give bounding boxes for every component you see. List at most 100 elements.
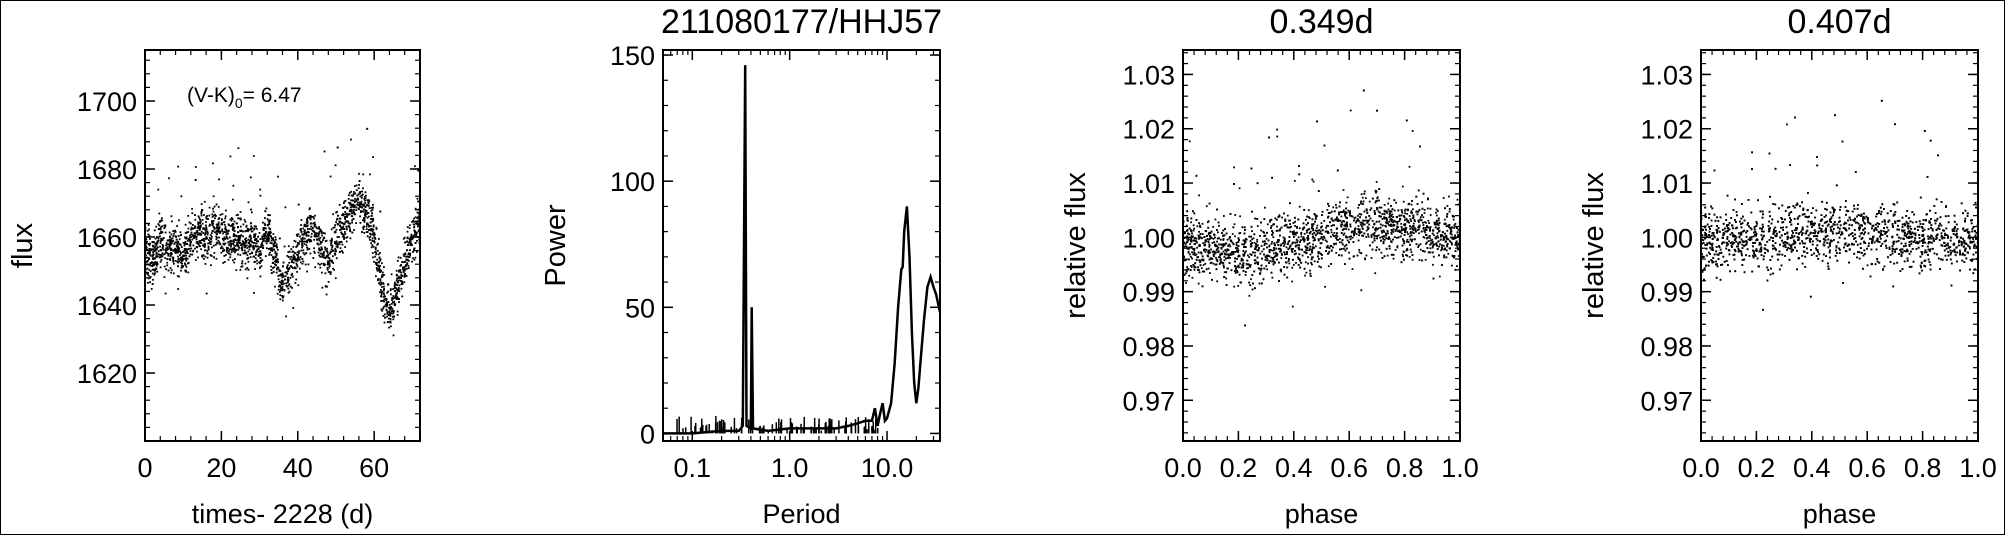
data-point <box>1284 253 1286 256</box>
data-point <box>248 240 251 242</box>
data-point <box>251 241 253 243</box>
data-point <box>232 229 235 231</box>
data-point <box>1229 257 1231 259</box>
data-point <box>1400 232 1403 235</box>
panel-3: 0.0 0.2 0.4 0.6 0.8 1.00.970.980.991.001.011.… <box>1060 3 1479 529</box>
data-point <box>1235 244 1238 246</box>
data-point <box>386 321 389 323</box>
data-point <box>323 236 326 239</box>
data-point <box>359 205 362 208</box>
data-point <box>291 250 294 253</box>
data-point <box>331 250 334 252</box>
data-point <box>198 229 201 231</box>
data-point <box>1340 223 1342 226</box>
data-point <box>205 221 207 223</box>
data-point <box>1274 255 1277 257</box>
data-point <box>371 252 374 254</box>
data-point <box>1439 243 1441 246</box>
data-point <box>1440 235 1442 238</box>
data-point <box>215 232 218 235</box>
data-point <box>1202 264 1205 266</box>
data-point <box>154 269 157 272</box>
data-point <box>261 240 264 243</box>
data-point <box>323 150 326 153</box>
data-point <box>1268 251 1271 253</box>
data-point <box>1203 248 1206 251</box>
data-point <box>397 288 400 290</box>
data-point <box>307 216 309 219</box>
data-point <box>158 235 161 238</box>
data-point <box>1195 237 1198 240</box>
data-point <box>213 256 215 259</box>
data-point <box>1186 237 1189 240</box>
data-point <box>169 248 172 251</box>
data-point <box>229 256 232 259</box>
data-point <box>165 251 167 254</box>
data-point <box>389 289 392 292</box>
data-point <box>409 244 412 246</box>
data-point <box>1271 176 1273 179</box>
data-point <box>1291 247 1293 250</box>
data-point <box>1362 222 1364 225</box>
data-point <box>290 248 293 250</box>
data-point <box>1447 252 1450 255</box>
data-point <box>221 213 224 215</box>
data-point <box>362 173 365 176</box>
data-point <box>222 250 224 252</box>
data-point <box>373 234 376 237</box>
data-point <box>1311 178 1314 181</box>
data-point <box>1252 251 1254 254</box>
data-point <box>148 228 150 231</box>
data-point <box>1456 198 1459 201</box>
data-point <box>201 219 204 221</box>
data-point <box>1404 212 1407 215</box>
data-point <box>210 240 212 243</box>
data-point <box>219 243 222 246</box>
data-point <box>1311 233 1314 235</box>
data-point <box>1341 243 1344 246</box>
data-point <box>1276 258 1278 261</box>
data-point <box>1184 272 1187 275</box>
data-point <box>257 240 260 243</box>
data-point <box>368 200 371 203</box>
data-point <box>332 226 335 229</box>
plot-area <box>1183 89 1460 327</box>
data-point <box>324 248 327 251</box>
data-point <box>1321 229 1324 232</box>
data-point <box>376 268 378 270</box>
data-point <box>330 228 333 231</box>
data-point <box>1324 230 1327 233</box>
data-point <box>353 185 356 187</box>
data-point <box>185 270 187 273</box>
data-point <box>417 219 420 222</box>
data-point <box>274 252 277 255</box>
data-point <box>1344 212 1346 215</box>
data-point <box>416 197 419 200</box>
data-point <box>202 239 204 242</box>
data-point <box>1286 266 1289 269</box>
data-point <box>1360 223 1362 226</box>
data-point <box>1445 249 1448 252</box>
data-point <box>152 251 154 254</box>
data-point <box>375 267 378 269</box>
data-point <box>147 281 149 284</box>
data-point <box>1368 200 1371 203</box>
data-point <box>1236 246 1239 249</box>
data-point <box>1440 249 1442 252</box>
data-point <box>260 253 262 256</box>
data-point <box>154 263 157 265</box>
data-point <box>150 288 153 290</box>
data-point <box>1235 241 1238 244</box>
data-point <box>1429 229 1431 232</box>
data-point <box>1352 255 1355 258</box>
data-point <box>397 275 400 278</box>
data-point <box>215 238 218 241</box>
data-point <box>1306 231 1308 234</box>
data-point <box>406 262 409 264</box>
data-point <box>163 276 166 278</box>
data-point <box>339 229 341 231</box>
data-point <box>392 301 394 304</box>
data-point <box>389 320 392 323</box>
data-point <box>296 245 299 247</box>
data-point <box>1294 216 1296 219</box>
